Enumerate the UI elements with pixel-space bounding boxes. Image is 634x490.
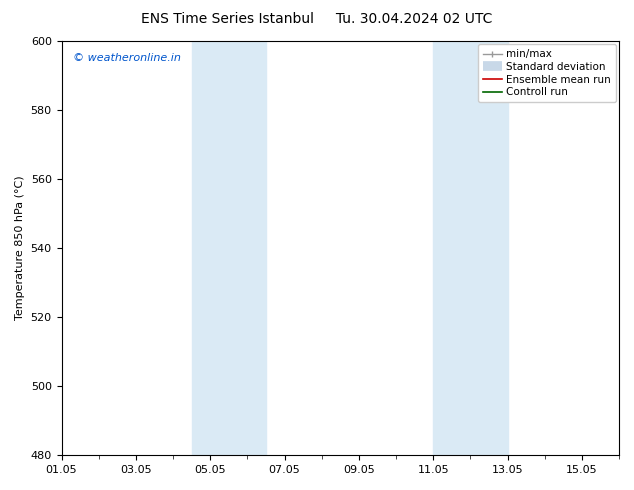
Bar <box>191 41 266 455</box>
Legend: min/max, Standard deviation, Ensemble mean run, Controll run: min/max, Standard deviation, Ensemble me… <box>478 44 616 102</box>
Text: © weatheronline.in: © weatheronline.in <box>73 53 181 64</box>
Y-axis label: Temperature 850 hPa (°C): Temperature 850 hPa (°C) <box>15 176 25 320</box>
Bar <box>433 41 507 455</box>
Text: ENS Time Series Istanbul     Tu. 30.04.2024 02 UTC: ENS Time Series Istanbul Tu. 30.04.2024 … <box>141 12 493 26</box>
